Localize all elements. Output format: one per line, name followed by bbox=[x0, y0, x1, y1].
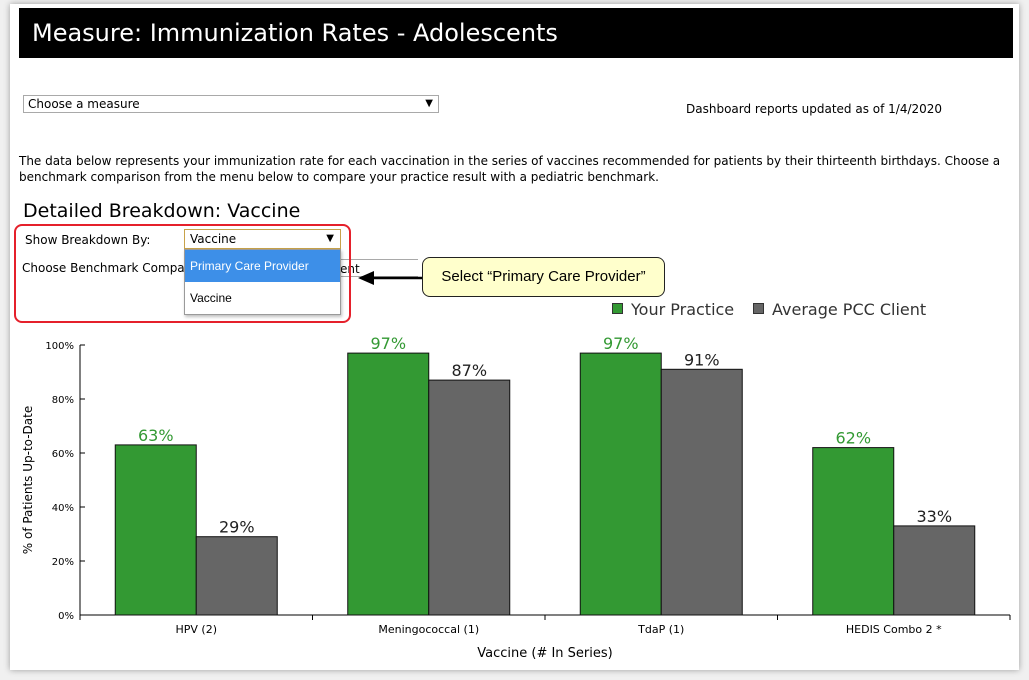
measure-select-value: Choose a measure bbox=[28, 97, 140, 111]
measure-select[interactable]: Choose a measure ▼ bbox=[23, 95, 439, 113]
legend-label-your-practice: Your Practice bbox=[631, 300, 735, 319]
annotation-highlight-box bbox=[14, 224, 351, 323]
callout-arrow-icon bbox=[358, 271, 424, 285]
bar-average-client bbox=[428, 379, 511, 616]
benchmark-label: Choose Benchmark Comparison: bbox=[22, 261, 184, 275]
bar-your-practice bbox=[579, 352, 662, 616]
breakdown-label: Show Breakdown By: bbox=[25, 233, 151, 247]
bar-your-practice bbox=[114, 444, 197, 616]
page-title: Measure: Immunization Rates - Adolescent… bbox=[19, 8, 1013, 58]
dropdown-option-primary-care-provider[interactable]: Primary Care Provider bbox=[185, 250, 340, 282]
bar-your-practice bbox=[347, 352, 430, 616]
bar-your-practice bbox=[812, 447, 895, 616]
dropdown-option-vaccine[interactable]: Vaccine bbox=[190, 291, 232, 305]
data-label-your-practice: 63% bbox=[138, 426, 174, 445]
updated-timestamp: Dashboard reports updated as of 1/4/2020 bbox=[686, 102, 943, 116]
x-axis-title: Vaccine (# In Series) bbox=[477, 646, 612, 661]
data-label-your-practice: 62% bbox=[835, 429, 871, 448]
x-tick-label: TdaP (1) bbox=[637, 623, 684, 636]
breakdown-select-value: Vaccine bbox=[190, 232, 237, 246]
bar-average-client bbox=[893, 525, 976, 616]
breakdown-dropdown-list: Primary Care Provider Vaccine bbox=[184, 249, 341, 315]
section-title: Detailed Breakdown: Vaccine bbox=[23, 200, 301, 222]
data-label-average-client: 33% bbox=[916, 507, 952, 526]
legend-swatch-your-practice bbox=[612, 303, 623, 314]
instruction-callout: Select “Primary Care Provider” bbox=[422, 257, 665, 297]
legend-swatch-average-client bbox=[753, 303, 764, 314]
x-tick-label: HPV (2) bbox=[175, 623, 217, 636]
legend-label-average-client: Average PCC Client bbox=[772, 300, 927, 319]
y-tick-label: 80% bbox=[52, 395, 74, 406]
breakdown-select[interactable]: Vaccine ▼ bbox=[184, 229, 341, 249]
data-label-average-client: 87% bbox=[451, 361, 487, 380]
chevron-down-icon: ▼ bbox=[425, 98, 433, 109]
chevron-down-icon: ▼ bbox=[326, 233, 334, 244]
x-tick-label: Meningococcal (1) bbox=[378, 623, 479, 636]
y-tick-label: 0% bbox=[58, 611, 74, 622]
data-label-your-practice: 97% bbox=[370, 334, 406, 353]
y-axis-title: % of Patients Up-to-Date bbox=[21, 406, 35, 554]
bar-average-client bbox=[195, 536, 278, 616]
description-text: The data below represents your immunizat… bbox=[19, 154, 1001, 184]
y-tick-label: 20% bbox=[52, 557, 74, 568]
data-label-your-practice: 97% bbox=[603, 334, 639, 353]
y-tick-label: 100% bbox=[45, 341, 74, 352]
data-label-average-client: 91% bbox=[684, 350, 720, 369]
data-label-average-client: 29% bbox=[219, 518, 255, 537]
x-tick-label: HEDIS Combo 2 * bbox=[846, 623, 942, 636]
y-tick-label: 60% bbox=[52, 449, 74, 460]
bar-average-client bbox=[660, 368, 743, 616]
y-tick-label: 40% bbox=[52, 503, 74, 514]
